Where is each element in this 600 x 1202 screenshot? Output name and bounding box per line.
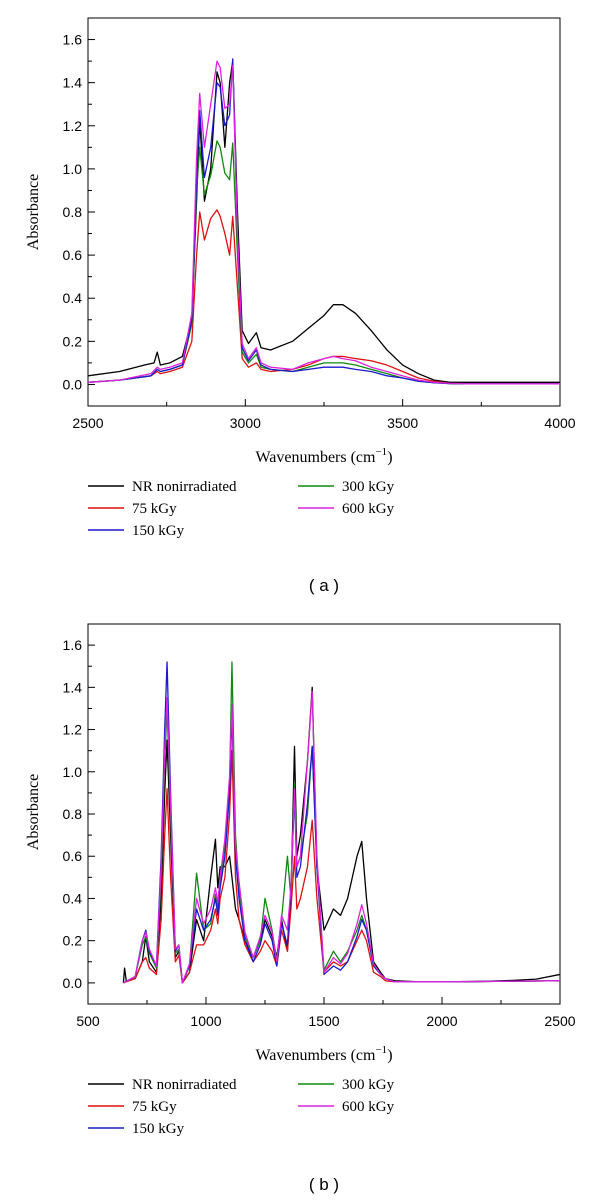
legend-label: 150 kGy — [132, 1121, 185, 1137]
chart-panel-b: 0.0 0.2 0.4 0.6 0.8 1.0 1.2 1.4 1.6 500 1000 1500 2… — [25, 623, 576, 1194]
y-tick-label: 1.2 — [63, 722, 83, 738]
legend-label: 75 kGy — [132, 1099, 177, 1115]
x-ticks-a: 2500 3000 3500 4000 — [72, 399, 576, 431]
y-tick-label: 0.4 — [63, 890, 83, 906]
legend-label: 75 kGy — [132, 501, 177, 517]
series-line-75-kgy — [87, 209, 560, 385]
x-tick-label: 1500 — [308, 1013, 339, 1029]
legend-label: 600 kGy — [342, 501, 395, 517]
x-tick-label: 4000 — [544, 415, 575, 431]
y-tick-label: 0.8 — [63, 204, 83, 220]
x-tick-label: 3000 — [230, 415, 261, 431]
y-tick-label: 0.2 — [63, 933, 83, 949]
y-tick-label: 0.6 — [63, 247, 83, 263]
legend-label: 300 kGy — [342, 1077, 395, 1093]
legend-label: NR nonirradiated — [132, 1077, 237, 1093]
x-axis-title-sup-b: −1 — [375, 1044, 387, 1056]
y-tick-label: 0.8 — [63, 806, 83, 822]
legend-label: 300 kGy — [342, 479, 395, 495]
y-axis-title-a: Absorbance — [25, 174, 42, 250]
panel-label-a: ( a ) — [309, 576, 339, 595]
legend-label: 600 kGy — [342, 1099, 395, 1115]
chart-panel-a: 0.0 0.2 0.4 0.6 0.8 1.0 1.2 1.4 1.6 2500 3000 3500… — [25, 17, 576, 595]
series-line-75-kgy — [123, 750, 561, 984]
legend-label: NR nonirradiated — [132, 479, 237, 495]
y-tick-label: 1.6 — [63, 32, 83, 48]
y-tick-label: 1.4 — [63, 679, 83, 695]
y-axis-title-b: Absorbance — [25, 774, 42, 850]
series-line-150-kgy — [123, 661, 561, 984]
y-tick-label: 1.2 — [63, 118, 83, 134]
x-axis-title-b: Wavenumbers (cm−1) — [255, 1044, 392, 1064]
y-ticks-a: 0.0 0.2 0.4 0.6 0.8 1.0 1.2 1.4 1.6 — [63, 32, 95, 392]
y-tick-label: 0.2 — [63, 333, 83, 349]
legend-label: 150 kGy — [132, 523, 185, 539]
legend-b: NR nonirradiated 75 kGy 150 kGy 300 kGy 600 … — [88, 1077, 395, 1137]
y-tick-label: 1.6 — [63, 637, 83, 653]
x-tick-label: 1000 — [190, 1013, 221, 1029]
x-axis-title-main-a: Wavenumbers (cm — [255, 449, 376, 466]
plot-frame-a — [87, 17, 561, 407]
series-line-nr-nonirradiated — [87, 60, 560, 383]
y-tick-label: 0.0 — [63, 376, 83, 392]
x-tick-label: 3500 — [387, 415, 418, 431]
series-lines-a — [87, 58, 560, 385]
series-line-300-kgy — [123, 661, 561, 984]
series-line-600-kgy — [123, 690, 561, 984]
x-tick-label: 2000 — [426, 1013, 457, 1029]
x-tick-label: 500 — [76, 1013, 100, 1029]
x-tick-label: 2500 — [544, 1013, 575, 1029]
series-line-150-kgy — [87, 58, 560, 385]
y-tick-label: 1.0 — [63, 161, 83, 177]
y-tick-label: 1.0 — [63, 764, 83, 780]
x-tick-label: 2500 — [72, 415, 103, 431]
x-axis-title-tail-b: ) — [387, 1047, 392, 1064]
x-axis-title-a: Wavenumbers (cm−1) — [255, 446, 392, 466]
panel-label-b: ( b ) — [309, 1175, 339, 1194]
x-axis-title-main-b: Wavenumbers (cm — [255, 1047, 376, 1064]
y-tick-label: 1.4 — [63, 75, 83, 91]
series-line-nr-nonirradiated — [122, 686, 561, 984]
series-line-600-kgy — [87, 60, 560, 385]
series-line-300-kgy — [87, 140, 560, 385]
x-axis-title-tail-a: ) — [387, 449, 392, 466]
series-lines-b — [122, 661, 561, 984]
x-axis-title-sup-a: −1 — [375, 446, 387, 458]
y-tick-label: 0.0 — [63, 975, 83, 991]
y-ticks-b: 0.0 0.2 0.4 0.6 0.8 1.0 1.2 1.4 1.6 — [63, 637, 95, 991]
legend-a: NR nonirradiated 75 kGy 150 kGy 300 kGy 600 … — [88, 479, 395, 539]
x-ticks-b: 500 1000 1500 2000 2500 — [76, 997, 576, 1029]
y-tick-label: 0.4 — [63, 290, 83, 306]
y-tick-label: 0.6 — [63, 848, 83, 864]
